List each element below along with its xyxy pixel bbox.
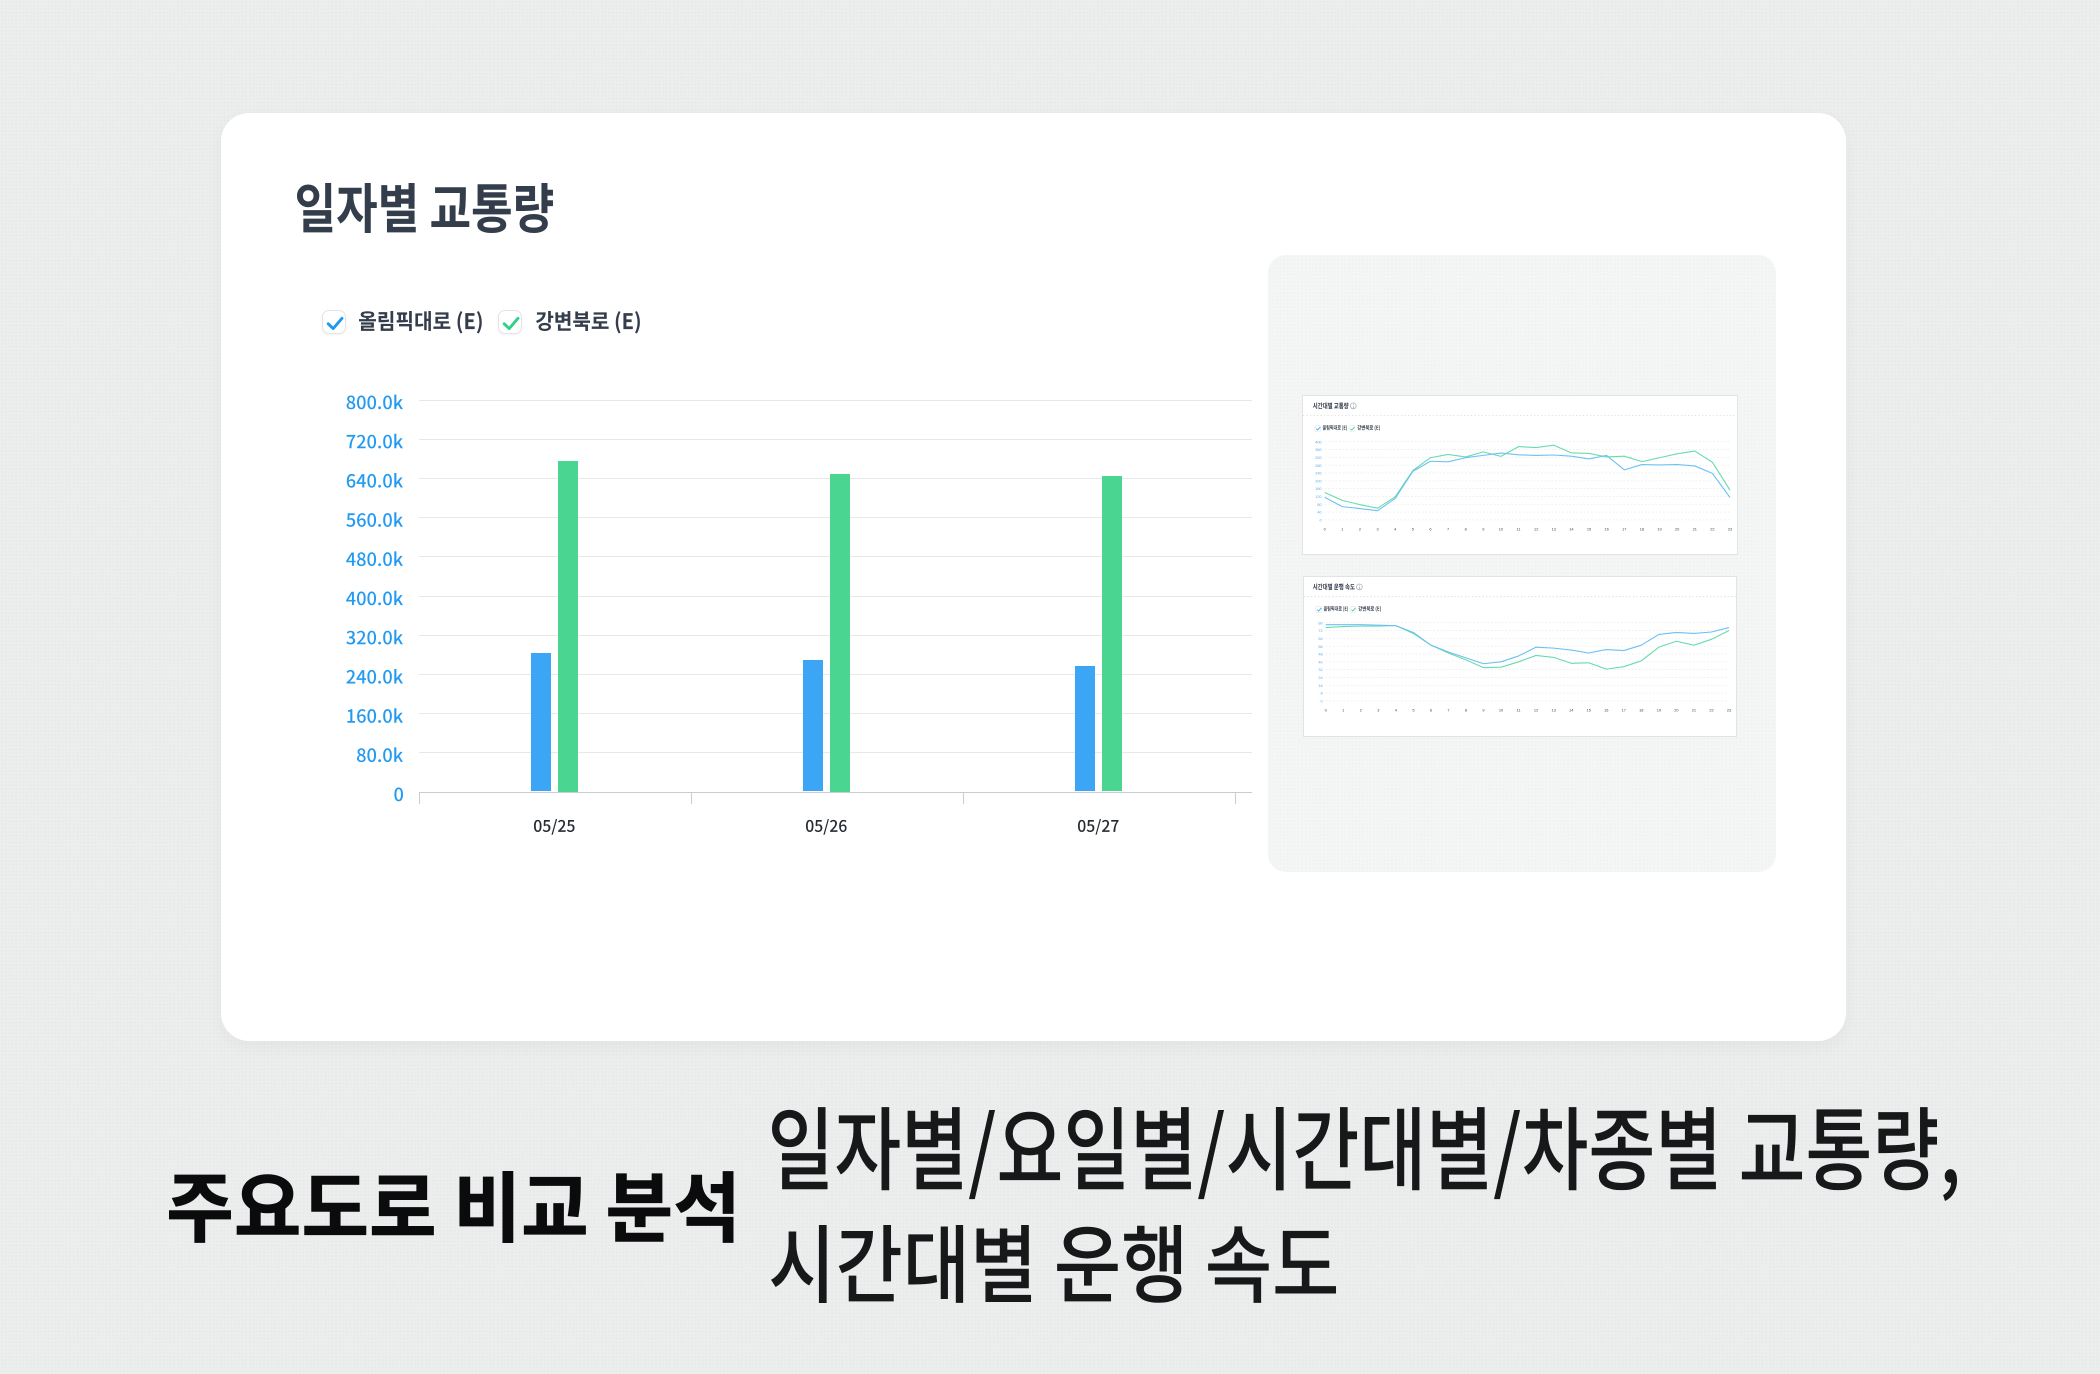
svg-text:4: 4 [1395, 708, 1398, 713]
svg-text:48: 48 [1318, 652, 1322, 657]
svg-text:5: 5 [1412, 527, 1414, 532]
svg-text:24: 24 [1318, 675, 1323, 680]
svg-text:40: 40 [1318, 659, 1323, 664]
svg-text:11: 11 [1517, 708, 1521, 713]
svg-text:8: 8 [1465, 708, 1467, 713]
svg-text:20: 20 [1675, 527, 1680, 532]
svg-text:9: 9 [1482, 708, 1484, 713]
svg-text:3: 3 [1377, 527, 1379, 532]
svg-text:8: 8 [1321, 691, 1323, 696]
svg-text:160: 160 [1315, 486, 1322, 491]
svg-text:11: 11 [1516, 527, 1520, 532]
svg-text:21: 21 [1693, 527, 1697, 532]
svg-text:0: 0 [1325, 708, 1328, 713]
svg-text:22: 22 [1709, 708, 1713, 713]
svg-text:0: 0 [1321, 699, 1324, 704]
svg-text:7: 7 [1447, 527, 1449, 532]
svg-text:320: 320 [1315, 455, 1322, 460]
svg-text:40: 40 [1317, 510, 1322, 515]
svg-text:4: 4 [1394, 527, 1397, 532]
svg-text:400: 400 [1315, 439, 1322, 444]
svg-text:18: 18 [1639, 708, 1643, 713]
svg-text:18: 18 [1640, 527, 1644, 532]
svg-text:21: 21 [1692, 708, 1696, 713]
svg-text:15: 15 [1587, 708, 1591, 713]
svg-text:120: 120 [1315, 494, 1322, 499]
svg-text:12: 12 [1534, 527, 1538, 532]
svg-text:6: 6 [1429, 527, 1431, 532]
svg-text:3: 3 [1377, 708, 1379, 713]
svg-text:8: 8 [1465, 527, 1467, 532]
svg-text:16: 16 [1604, 708, 1608, 713]
svg-text:17: 17 [1622, 708, 1626, 713]
svg-text:1: 1 [1342, 708, 1344, 713]
svg-text:14: 14 [1569, 708, 1574, 713]
svg-text:64: 64 [1318, 636, 1323, 641]
svg-text:80: 80 [1317, 502, 1322, 507]
svg-text:14: 14 [1569, 527, 1574, 532]
svg-text:0: 0 [1320, 518, 1323, 523]
svg-text:56: 56 [1318, 644, 1322, 649]
svg-text:2: 2 [1360, 708, 1362, 713]
svg-text:17: 17 [1622, 527, 1626, 532]
svg-text:1: 1 [1341, 527, 1343, 532]
svg-text:9: 9 [1482, 527, 1484, 532]
svg-text:16: 16 [1604, 527, 1608, 532]
svg-text:280: 280 [1315, 463, 1322, 468]
svg-text:13: 13 [1552, 708, 1556, 713]
svg-text:7: 7 [1447, 708, 1449, 713]
svg-text:19: 19 [1657, 527, 1661, 532]
svg-text:2: 2 [1359, 527, 1361, 532]
svg-text:23: 23 [1727, 708, 1731, 713]
svg-text:72: 72 [1318, 628, 1322, 633]
svg-text:5: 5 [1412, 708, 1414, 713]
svg-text:0: 0 [1324, 527, 1327, 532]
svg-text:10: 10 [1499, 708, 1504, 713]
svg-text:19: 19 [1657, 708, 1661, 713]
svg-text:240: 240 [1315, 471, 1322, 476]
svg-text:10: 10 [1499, 527, 1504, 532]
svg-text:80: 80 [1318, 620, 1323, 625]
svg-text:23: 23 [1728, 527, 1732, 532]
svg-text:6: 6 [1430, 708, 1432, 713]
svg-text:13: 13 [1552, 527, 1556, 532]
svg-text:22: 22 [1710, 527, 1714, 532]
svg-text:200: 200 [1315, 478, 1322, 483]
svg-text:360: 360 [1315, 447, 1322, 452]
svg-text:32: 32 [1318, 667, 1322, 672]
svg-text:20: 20 [1674, 708, 1679, 713]
svg-text:15: 15 [1587, 527, 1591, 532]
svg-text:12: 12 [1534, 708, 1538, 713]
svg-text:16: 16 [1318, 683, 1322, 688]
